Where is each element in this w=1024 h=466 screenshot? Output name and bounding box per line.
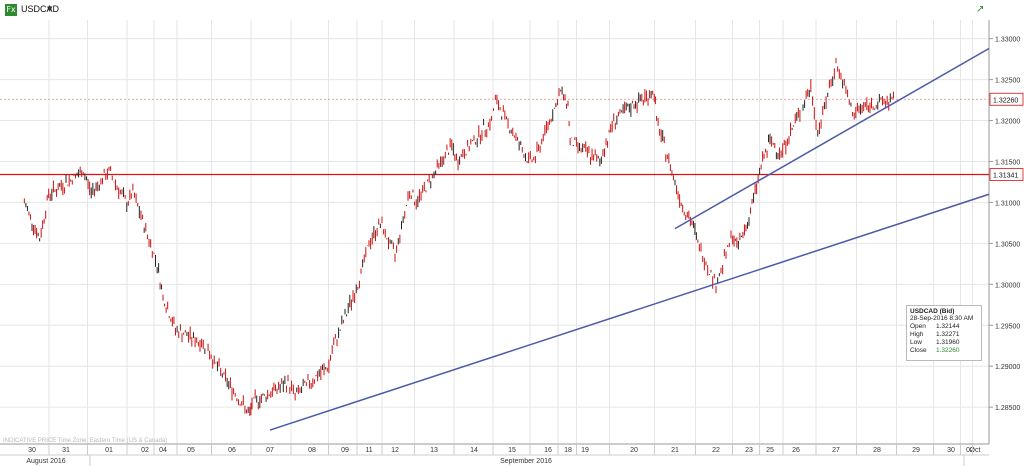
trendline: [269, 193, 990, 431]
x-tick-label: 04: [159, 447, 167, 454]
x-tick-label: 25: [766, 447, 774, 454]
x-tick-label: 26: [792, 447, 800, 454]
price-marker-label: 1.31341: [993, 173, 1018, 180]
symbol-label[interactable]: USDCAD: [21, 4, 60, 14]
tooltip-row-low: Low 1.31960: [910, 339, 978, 347]
footer-note: INDICATIVE PRICE Time Zone: Eastern Time…: [3, 438, 167, 444]
chart-toolbar: Fx USDCAD ▼ ↗: [0, 0, 1024, 20]
fx-badge-icon[interactable]: Fx: [5, 4, 17, 16]
x-tick-label: 11: [365, 447, 372, 454]
x-tick-label: 09: [341, 447, 349, 454]
y-tick-label: 1.29000: [995, 364, 1020, 371]
tooltip-key: Open: [910, 323, 926, 330]
price-marker-label: 1.32260: [993, 97, 1018, 104]
candles: [23, 57, 894, 416]
month-label: September 2016: [500, 458, 552, 465]
x-tick-label: 16: [544, 447, 552, 454]
y-tick-label: 1.28500: [995, 405, 1020, 412]
x-tick-label: 19: [581, 447, 589, 454]
x-tick-label: 23: [745, 447, 753, 454]
y-tick-label: 1.30500: [995, 241, 1020, 248]
x-tick-label: 31: [62, 447, 70, 454]
x-tick-label: 28: [873, 447, 881, 454]
tooltip-row-open: Open 1.32144: [910, 323, 978, 331]
y-tick-label: 1.30000: [995, 282, 1020, 289]
y-tick-label: 1.33000: [995, 37, 1020, 44]
x-tick-label: 12: [391, 447, 399, 454]
trendline: [674, 47, 990, 230]
x-tick-label: 27: [832, 447, 840, 454]
tooltip-key: Low: [910, 339, 922, 346]
caret-down-icon[interactable]: ▼: [47, 5, 53, 13]
x-tick-label: 21: [671, 447, 679, 454]
tooltip-row-close: Close 1.32260: [910, 347, 978, 355]
x-tick-label: Oct: [970, 447, 981, 454]
y-tick-label: 1.29500: [995, 323, 1020, 330]
x-tick-label: 02: [141, 447, 149, 454]
y-tick-label: 1.31500: [995, 159, 1020, 166]
tooltip-title: USDCAD (Bid): [910, 308, 955, 315]
x-tick-label: 14: [470, 447, 478, 454]
price-marker: [989, 92, 1024, 106]
tooltip-time: 28-Sep-2016 8:30 AM: [910, 315, 974, 322]
x-tick-label: 29: [912, 447, 920, 454]
ohlc-tooltip: USDCAD (Bid) 28-Sep-2016 8:30 AM Open 1.…: [906, 305, 982, 361]
tooltip-row-high: High 1.32271: [910, 331, 978, 339]
tooltip-value: 1.32260: [936, 347, 960, 354]
x-tick-label: 06: [228, 447, 236, 454]
tooltip-key: High: [910, 331, 924, 338]
x-tick-label: 18: [564, 447, 572, 454]
tooltip-key: Close: [910, 347, 927, 354]
plot-area: [0, 10, 989, 444]
x-tick-label: 01: [105, 447, 113, 454]
tooltip-value: 1.32271: [936, 331, 960, 338]
x-tick-label: 07: [266, 447, 274, 454]
y-tick-label: 1.32000: [995, 119, 1020, 126]
y-tick-label: 1.32500: [995, 78, 1020, 85]
x-tick-label: 20: [630, 447, 638, 454]
month-label: August 2016: [26, 458, 65, 465]
x-tick-label: 02: [966, 447, 974, 454]
price-marker: [989, 168, 1024, 181]
expand-arrow-icon[interactable]: ↗: [976, 4, 985, 15]
x-tick-label: 05: [187, 447, 195, 454]
x-tick-label: 22: [712, 447, 720, 454]
x-tick-label: 30: [28, 447, 36, 454]
x-tick-label: 30: [947, 447, 955, 454]
tooltip-value: 1.31960: [936, 339, 960, 346]
x-tick-label: 13: [430, 447, 438, 454]
x-tick-label: 08: [308, 447, 316, 454]
tooltip-value: 1.32144: [936, 323, 960, 330]
x-tick-label: 15: [508, 447, 516, 454]
y-tick-label: 1.31000: [995, 200, 1020, 207]
